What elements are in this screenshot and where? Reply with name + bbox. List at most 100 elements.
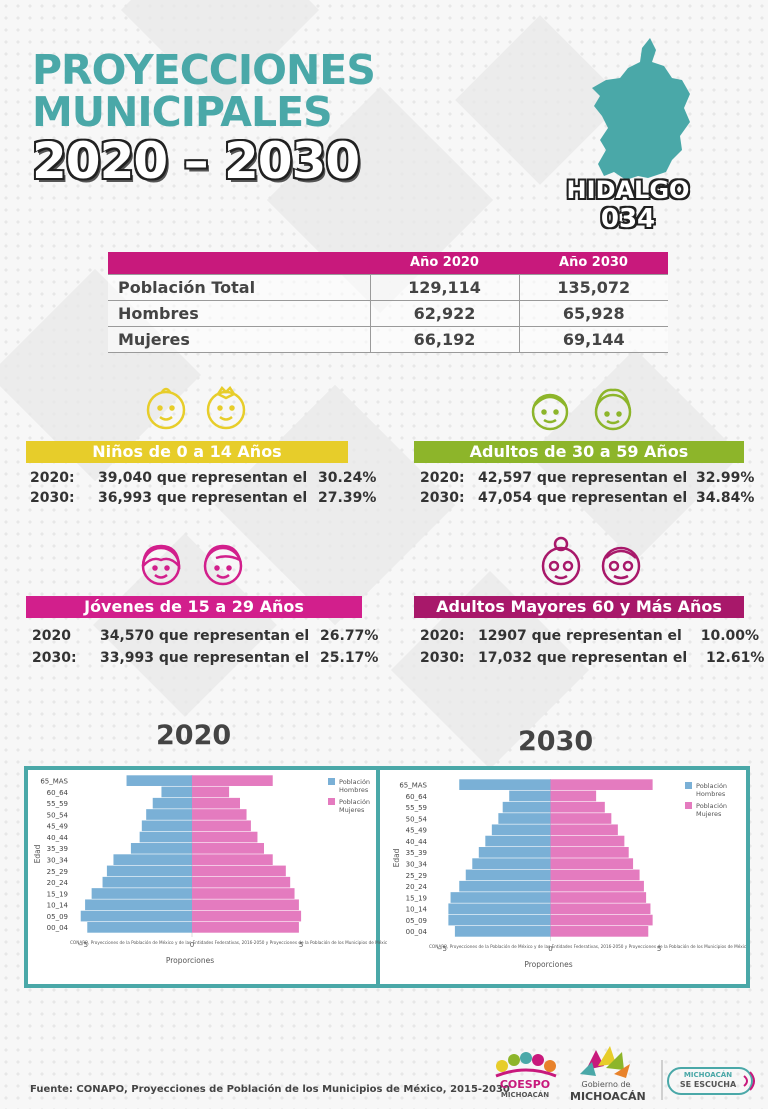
legend-label: Hombres bbox=[339, 786, 369, 794]
row-label: Mujeres bbox=[108, 326, 370, 353]
group-adultos-2020: 2020: 42,597 que representan el 32.99% bbox=[420, 470, 754, 486]
pct: 12.61% bbox=[706, 650, 765, 666]
bar-hombres bbox=[448, 914, 551, 926]
x-tick-label: 0 bbox=[548, 945, 552, 953]
bar-mujeres bbox=[192, 865, 286, 877]
bar-mujeres bbox=[550, 790, 597, 802]
logo-escucha-line2: SE ESCUCHA bbox=[679, 1080, 737, 1089]
text: que representan el bbox=[531, 628, 682, 644]
bar-hombres bbox=[485, 835, 551, 847]
bar-mujeres bbox=[192, 831, 258, 843]
y-axis-label: Edad bbox=[392, 848, 401, 867]
logo-coespo-line1: COESPO bbox=[499, 1078, 551, 1091]
legend-swatch bbox=[685, 782, 692, 789]
y-tick-label: 45_49 bbox=[406, 827, 427, 835]
logo-coespo-line2: MICHOACÁN bbox=[500, 1091, 550, 1099]
bar-mujeres bbox=[192, 910, 302, 922]
bar-hombres bbox=[146, 809, 192, 820]
bar-hombres bbox=[152, 797, 192, 809]
bar-mujeres bbox=[192, 775, 273, 786]
y-tick-label: 40_44 bbox=[47, 834, 69, 842]
bar-mujeres bbox=[550, 858, 634, 869]
young-woman-icon bbox=[141, 544, 181, 586]
bar-mujeres bbox=[192, 922, 299, 933]
bar-mujeres bbox=[192, 843, 264, 854]
table-row: Mujeres 66,192 69,144 bbox=[108, 326, 668, 353]
y-tick-label: 20_24 bbox=[47, 879, 69, 887]
adult-woman-icon bbox=[594, 388, 632, 431]
chart-title-2030: 2030 bbox=[518, 726, 594, 757]
gobierno-michoacan-logo-icon bbox=[580, 1046, 630, 1078]
text: que representan el bbox=[156, 490, 308, 506]
title-years: 2020 – 2030 bbox=[32, 132, 360, 190]
y-tick-label: 05_09 bbox=[406, 917, 427, 925]
bar-hombres bbox=[491, 824, 551, 836]
bar-hombres bbox=[130, 843, 192, 854]
bar-mujeres bbox=[192, 809, 247, 820]
value: 42,597 bbox=[478, 470, 533, 486]
row-value-2030: 135,072 bbox=[518, 273, 668, 301]
chart-source-note: CONAPO, Proyecciones de la Población de … bbox=[70, 940, 388, 945]
bar-mujeres bbox=[192, 876, 291, 888]
legend-label: Mujeres bbox=[696, 810, 722, 818]
population-table: Año 2020 Año 2030 Población Total 129,11… bbox=[108, 252, 668, 353]
group-jovenes-2030: 2030: 33,993 que representan el 25.17% bbox=[32, 650, 378, 666]
value: 39,040 bbox=[98, 470, 153, 486]
bar-mujeres bbox=[550, 801, 605, 813]
bar-hombres bbox=[139, 831, 192, 843]
table-row: Hombres 62,922 65,928 bbox=[108, 300, 668, 327]
legend-label: Población bbox=[696, 782, 727, 790]
pct: 32.99% bbox=[696, 470, 755, 486]
legend-label: Población bbox=[339, 778, 370, 786]
bar-hombres bbox=[459, 779, 551, 790]
bar-mujeres bbox=[550, 813, 612, 824]
year: 2030: bbox=[32, 650, 77, 666]
table-row: Población Total 129,114 135,072 bbox=[108, 273, 668, 301]
bar-hombres bbox=[85, 899, 192, 911]
bar-hombres bbox=[465, 869, 551, 881]
y-tick-label: 45_49 bbox=[47, 823, 68, 831]
bar-mujeres bbox=[192, 899, 299, 911]
table-header-2030: Año 2030 bbox=[519, 252, 668, 274]
young-man-icon bbox=[203, 544, 243, 586]
group-bar-adultos: Adultos de 30 a 59 Años bbox=[414, 441, 744, 463]
bar-mujeres bbox=[192, 888, 295, 899]
bar-hombres bbox=[509, 790, 551, 802]
bar-mujeres bbox=[550, 869, 640, 881]
bar-mujeres bbox=[550, 880, 644, 892]
x-axis-label: Proporciones bbox=[166, 956, 214, 965]
logo-gobierno-line2: MICHOACÁN bbox=[570, 1090, 646, 1103]
baby-girl-icon bbox=[206, 386, 246, 430]
legend-label: Población bbox=[696, 802, 727, 810]
y-tick-label: 50_54 bbox=[47, 811, 69, 819]
elderly-woman-icon bbox=[541, 536, 581, 586]
row-label: Población Total bbox=[108, 273, 370, 301]
y-tick-label: 20_24 bbox=[406, 883, 428, 891]
municipality-code: 034 bbox=[600, 204, 656, 234]
year: 2030: bbox=[420, 490, 465, 506]
bar-mujeres bbox=[550, 914, 653, 926]
legend-label: Población bbox=[339, 798, 370, 806]
adult-man-icon bbox=[531, 393, 569, 431]
table-header-blank bbox=[108, 252, 370, 274]
row-value-2030: 69,144 bbox=[518, 326, 668, 353]
bar-hombres bbox=[161, 786, 192, 798]
x-tick-label: 0 bbox=[190, 941, 194, 949]
bar-mujeres bbox=[550, 824, 618, 836]
pct: 30.24% bbox=[318, 470, 377, 486]
group-mayores-2030: 2030: 17,032 que representan el 12.61% bbox=[420, 650, 764, 666]
chart-source-note: CONAPO, Proyecciones de la Población de … bbox=[429, 944, 747, 949]
y-tick-label: 35_39 bbox=[406, 849, 427, 857]
value: 17,032 bbox=[478, 650, 533, 666]
bar-hombres bbox=[450, 892, 551, 903]
legend-label: Hombres bbox=[696, 790, 726, 798]
y-tick-label: 50_54 bbox=[406, 815, 428, 823]
legend-swatch bbox=[328, 778, 335, 785]
y-tick-label: 65_MAS bbox=[399, 781, 427, 789]
bar-hombres bbox=[478, 847, 551, 858]
charts-frame-divider bbox=[376, 766, 380, 988]
municipality-name: HIDALGO bbox=[566, 176, 690, 204]
y-tick-label: 10_14 bbox=[406, 906, 428, 914]
